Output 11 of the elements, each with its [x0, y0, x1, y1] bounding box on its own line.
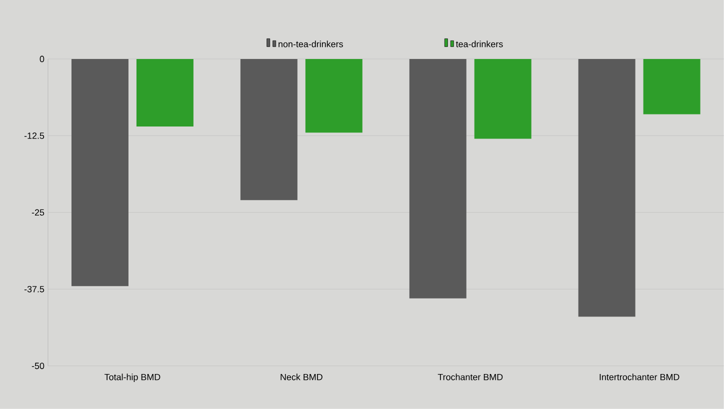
x-tick-label: Neck BMD [280, 374, 322, 380]
legend-label: non-tea-drinkers [278, 40, 343, 48]
y-tick-label: -50 [32, 362, 44, 370]
x-tick-label: Total-hip BMD [104, 374, 160, 382]
y-tick-label: 0 [40, 56, 44, 62]
legend-label: tea-drinkers [456, 40, 503, 48]
x-tick-label: Trochanter BMD [438, 374, 503, 380]
y-tick-label: -37.5 [24, 286, 44, 292]
y-tick-label: -12.5 [24, 132, 44, 139]
x-tick-label: Intertrochanter BMD [600, 374, 680, 380]
y-tick-label: -25 [32, 209, 44, 216]
